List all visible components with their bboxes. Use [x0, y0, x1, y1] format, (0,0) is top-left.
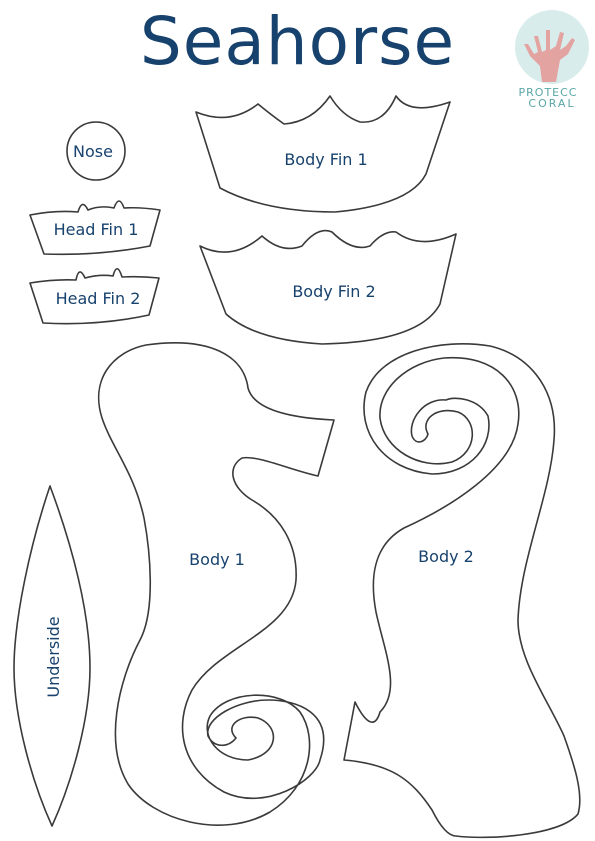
underside-piece: [13, 485, 91, 827]
underside-label: Underside: [44, 616, 63, 697]
body-fin-2-label: Body Fin 2: [292, 282, 375, 301]
nose-piece: [66, 121, 126, 181]
body-fin-1-piece: [195, 95, 451, 213]
body-1-piece: [97, 342, 335, 826]
head-fin-1-piece: [29, 200, 161, 256]
head-fin-2-piece: [29, 267, 160, 325]
logo-text-line1: PROTECC: [519, 86, 578, 99]
body-fin-1-label: Body Fin 1: [284, 150, 367, 169]
body-fin-2-piece: [199, 229, 457, 345]
protecc-coral-logo: PROTECC CORAL: [515, 10, 589, 110]
body-2-label: Body 2: [418, 547, 474, 566]
head-fin-1-label: Head Fin 1: [54, 220, 139, 239]
body-1-label: Body 1: [189, 550, 245, 569]
logo-circle: [515, 10, 589, 84]
body-2-piece: [343, 343, 581, 839]
head-fin-2-label: Head Fin 2: [56, 289, 141, 308]
page-title: Seahorse: [139, 3, 456, 80]
coral-icon: [524, 30, 575, 82]
nose-label: Nose: [73, 142, 113, 161]
logo-text-line2: CORAL: [528, 97, 575, 110]
